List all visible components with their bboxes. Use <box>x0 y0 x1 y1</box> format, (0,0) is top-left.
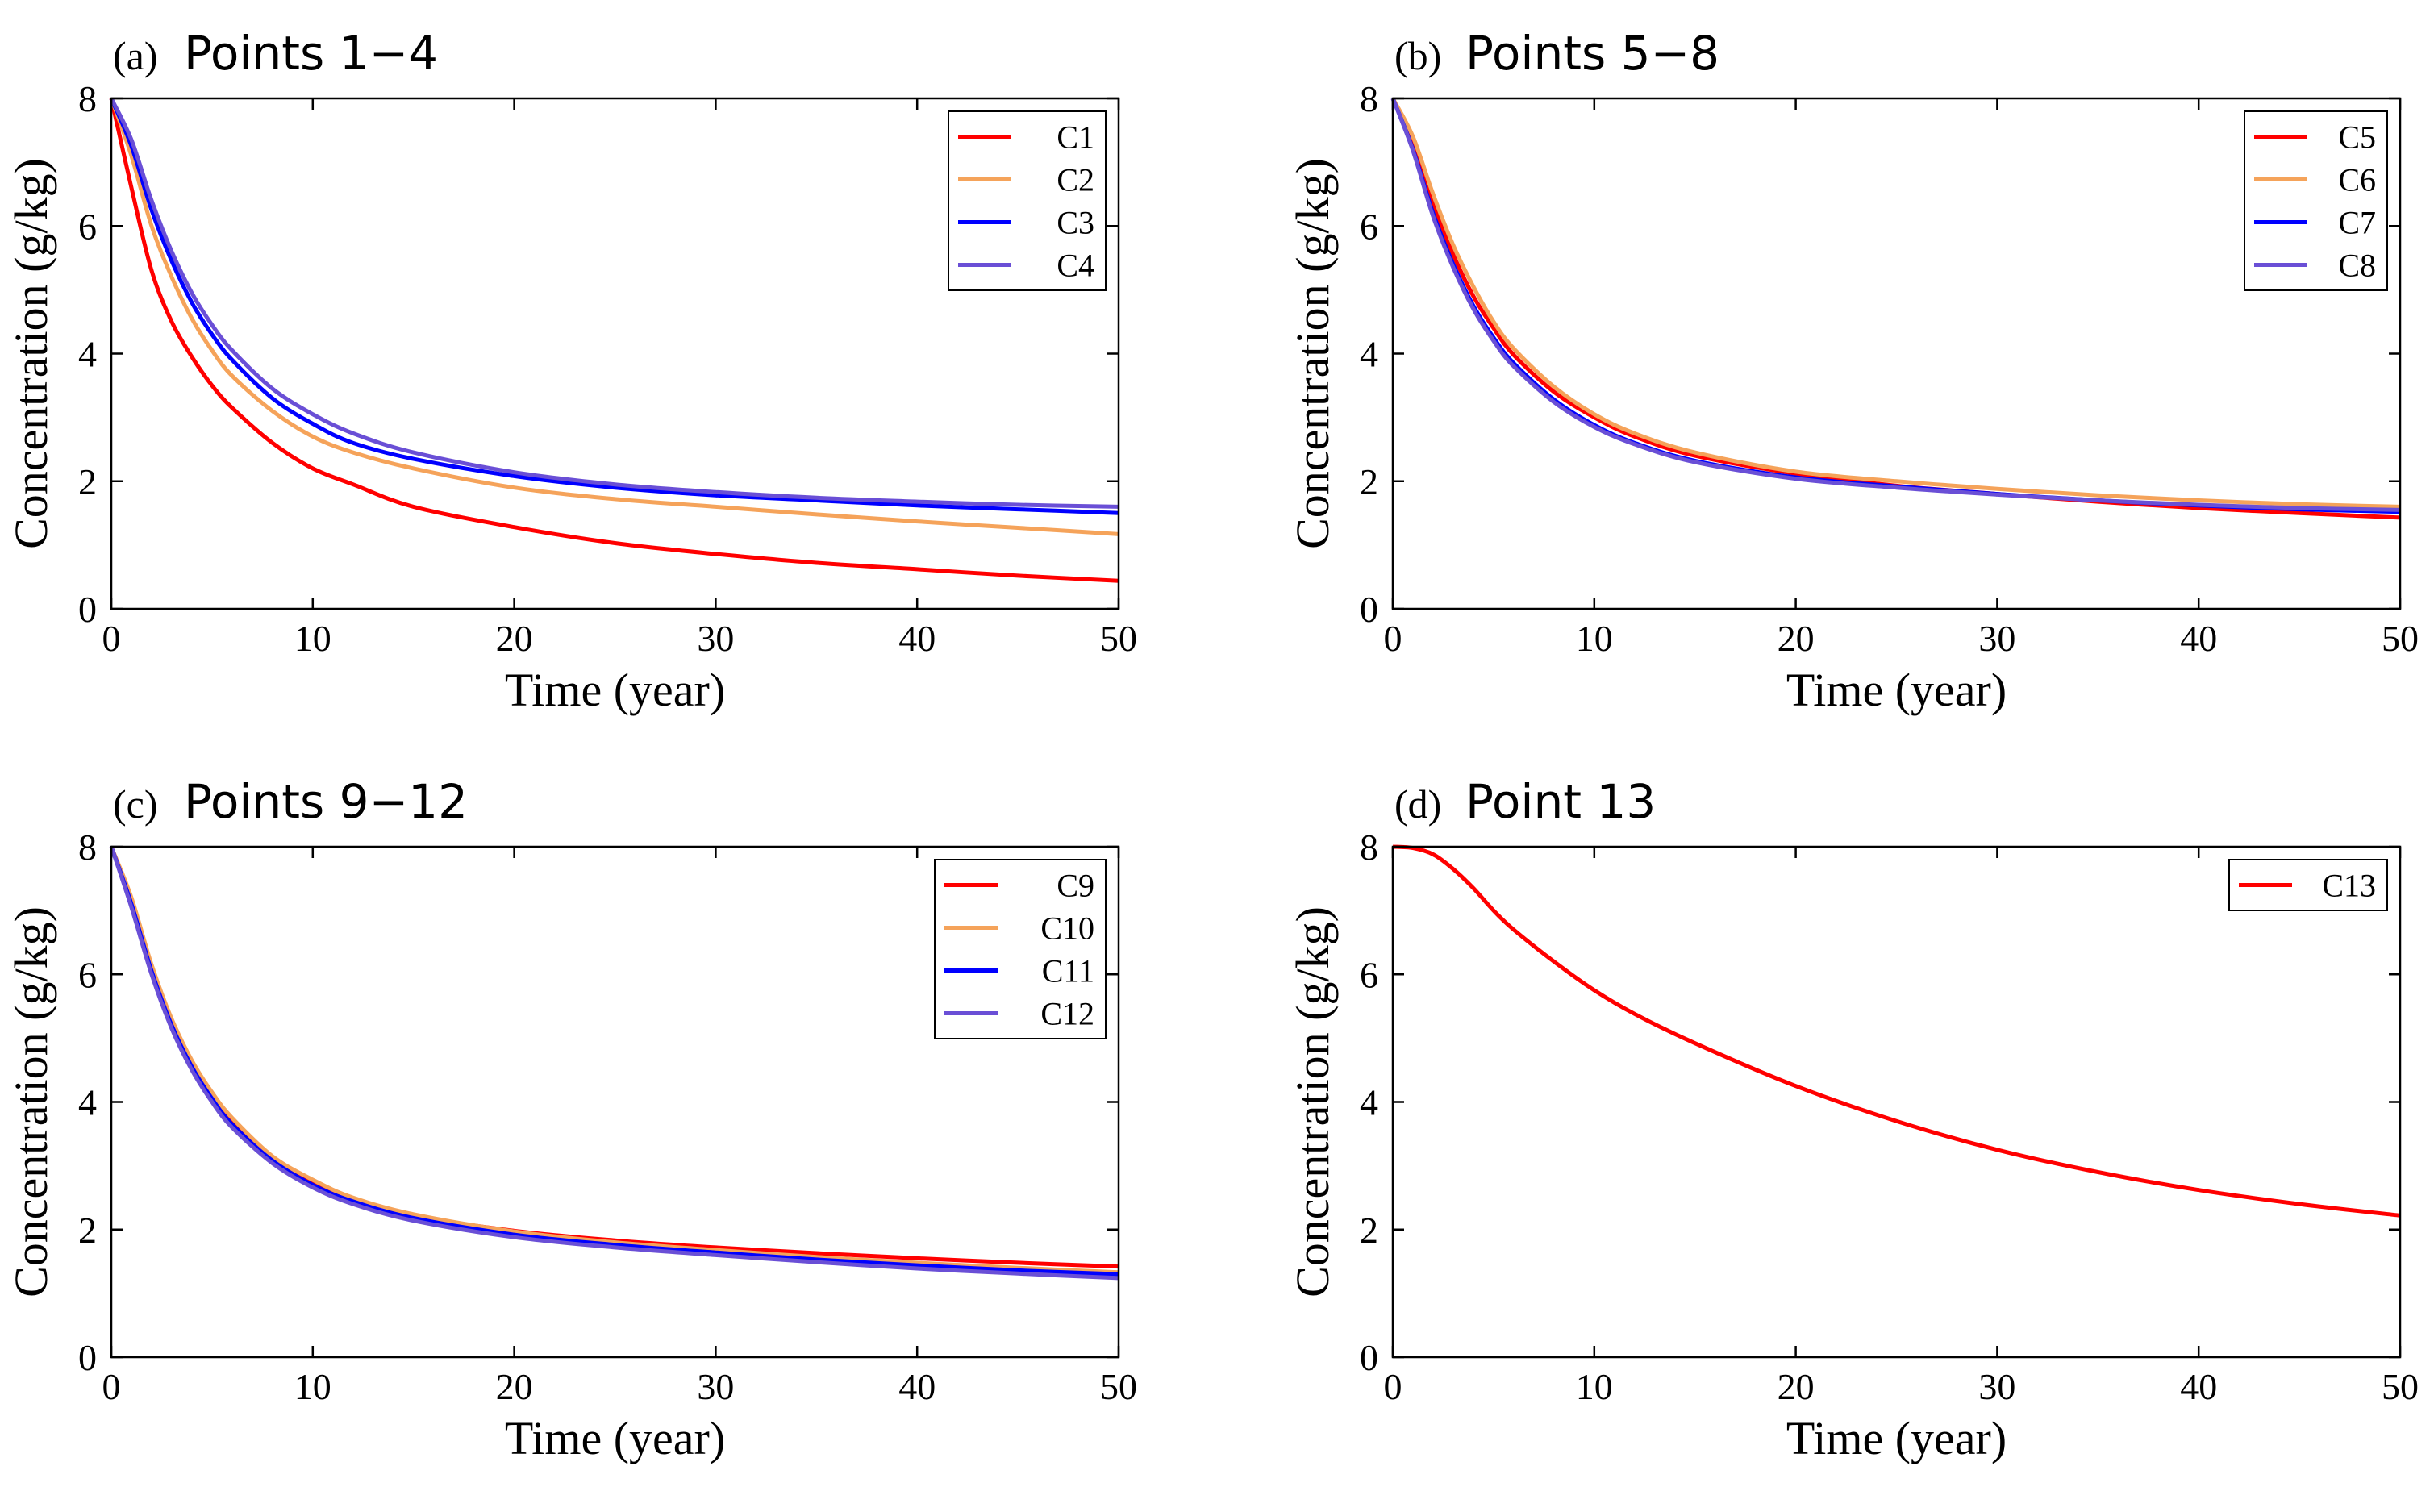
x-tick-label: 50 <box>1100 1366 1137 1407</box>
x-tick-label: 10 <box>294 1366 331 1407</box>
legend-label-c7: C7 <box>2338 205 2376 241</box>
legend-label-c9: C9 <box>1057 868 1094 904</box>
x-tick-label: 20 <box>1778 618 1815 659</box>
x-axis-label: Time (year) <box>1786 664 2007 716</box>
legend-label-c10: C10 <box>1040 910 1094 947</box>
x-tick-label: 50 <box>2382 1366 2419 1407</box>
legend-box <box>948 110 1107 291</box>
series-line-c10 <box>109 846 1119 1275</box>
x-tick-label: 40 <box>898 1366 936 1407</box>
series-line-c4 <box>109 97 1119 509</box>
x-tick-label: 10 <box>294 618 331 659</box>
series-line-c8 <box>1390 98 2401 512</box>
legend-label-c1: C1 <box>1057 119 1094 156</box>
legend: C9 C10 C11 C12 <box>934 859 1107 1039</box>
legend-label-c12: C12 <box>1040 996 1094 1032</box>
panel-title: Point 13 <box>1465 774 1656 829</box>
legend-label-c8: C8 <box>2338 248 2376 284</box>
x-tick-label: 20 <box>496 1366 533 1407</box>
y-axis-label: Concentration (g/kg) <box>1286 158 1339 549</box>
y-tick-label: 4 <box>1360 334 1378 375</box>
y-tick-label: 8 <box>78 827 97 868</box>
panel-tag: (c) <box>113 781 158 827</box>
x-tick-label: 30 <box>697 618 734 659</box>
panel-title: Points 9−12 <box>184 774 468 829</box>
plot-frame <box>1391 845 2402 1359</box>
x-tick-label: 40 <box>898 618 936 659</box>
x-axis-label: Time (year) <box>505 664 725 716</box>
x-tick-label: 20 <box>1778 1366 1815 1407</box>
x-tick-label: 10 <box>1576 1366 1613 1407</box>
y-tick-label: 6 <box>78 954 97 995</box>
x-axis-label: Time (year) <box>505 1412 725 1464</box>
y-tick-label: 0 <box>78 1337 97 1378</box>
x-tick-label: 10 <box>1576 618 1613 659</box>
legend-label-c13: C13 <box>2322 868 2376 904</box>
y-tick-label: 0 <box>78 589 97 630</box>
chart-panel-d: (d) Point 13 0 10 20 30 40 50 0 2 4 6 8 Time (year) Co… <box>1286 774 2419 1464</box>
y-tick-label: 0 <box>1360 589 1378 630</box>
panel-tag: (b) <box>1394 33 1441 78</box>
y-tick-label: 0 <box>1360 1337 1378 1378</box>
legend: C5 C6 C7 C8 <box>2244 110 2388 291</box>
x-tick-label: 40 <box>2180 618 2217 659</box>
y-tick-label: 2 <box>1360 1210 1378 1251</box>
y-tick-label: 2 <box>1360 461 1378 502</box>
panel-title: Points 1−4 <box>184 26 438 81</box>
legend-label-c4: C4 <box>1057 248 1094 284</box>
y-tick-label: 6 <box>1360 954 1378 995</box>
y-tick-label: 6 <box>78 206 97 247</box>
legend-label-c3: C3 <box>1057 205 1094 241</box>
legend-label-c2: C2 <box>1057 162 1094 198</box>
chart-panel-a: (a) Points 1−4 0 10 20 30 40 50 0 2 4 6 8 Time (year)… <box>5 26 1137 716</box>
legend-label-c5: C5 <box>2338 119 2376 156</box>
legend-label-c6: C6 <box>2338 162 2376 198</box>
series-line-c6 <box>1390 97 2401 509</box>
y-tick-label: 6 <box>1360 206 1378 247</box>
x-tick-label: 30 <box>1978 618 2015 659</box>
x-tick-label: 50 <box>2382 618 2419 659</box>
y-axis-label: Concentration (g/kg) <box>5 906 57 1297</box>
legend-box <box>934 859 1107 1039</box>
y-tick-label: 2 <box>78 461 97 502</box>
legend-box <box>2244 110 2388 291</box>
series-line-c3 <box>109 98 1119 515</box>
series-line-c5 <box>1390 97 2401 520</box>
panel-tag: (d) <box>1394 781 1441 827</box>
panel-tag: (a) <box>113 33 158 78</box>
chart-panel-c: (c) Points 9−12 0 10 20 30 40 50 0 2 4 6 8 Time (year… <box>5 774 1137 1464</box>
y-tick-label: 8 <box>78 78 97 119</box>
y-axis-label: Concentration (g/kg) <box>5 158 57 549</box>
y-tick-label: 2 <box>78 1210 97 1251</box>
x-tick-label: 20 <box>496 618 533 659</box>
x-tick-label: 0 <box>1384 1366 1402 1407</box>
y-tick-label: 8 <box>1360 827 1378 868</box>
legend: C13 <box>2228 859 2388 911</box>
y-tick-label: 8 <box>1360 78 1378 119</box>
series-line-c2 <box>109 98 1119 536</box>
x-tick-label: 30 <box>1978 1366 2015 1407</box>
y-axis-label: Concentration (g/kg) <box>1286 906 1339 1297</box>
x-tick-label: 0 <box>102 1366 121 1407</box>
panel-title: Points 5−8 <box>1465 26 1719 81</box>
y-tick-label: 4 <box>1360 1082 1378 1123</box>
legend-label-c11: C11 <box>1042 953 1094 989</box>
x-axis-label: Time (year) <box>1786 1412 2007 1464</box>
series-line-c12 <box>109 846 1119 1281</box>
x-tick-label: 50 <box>1100 618 1137 659</box>
series-line-c13 <box>1392 844 2401 1218</box>
series-line-c1 <box>109 98 1119 583</box>
x-tick-label: 40 <box>2180 1366 2217 1407</box>
x-tick-label: 30 <box>697 1366 734 1407</box>
y-tick-label: 4 <box>78 1082 97 1123</box>
legend: C1 C2 C3 C4 <box>948 110 1107 291</box>
chart-panel-b: (b) Points 5−8 0 10 20 30 40 50 0 2 4 6 8 Time (year)… <box>1286 26 2419 716</box>
x-tick-label: 0 <box>1384 618 1402 659</box>
y-tick-label: 4 <box>78 334 97 375</box>
x-tick-label: 0 <box>102 618 121 659</box>
